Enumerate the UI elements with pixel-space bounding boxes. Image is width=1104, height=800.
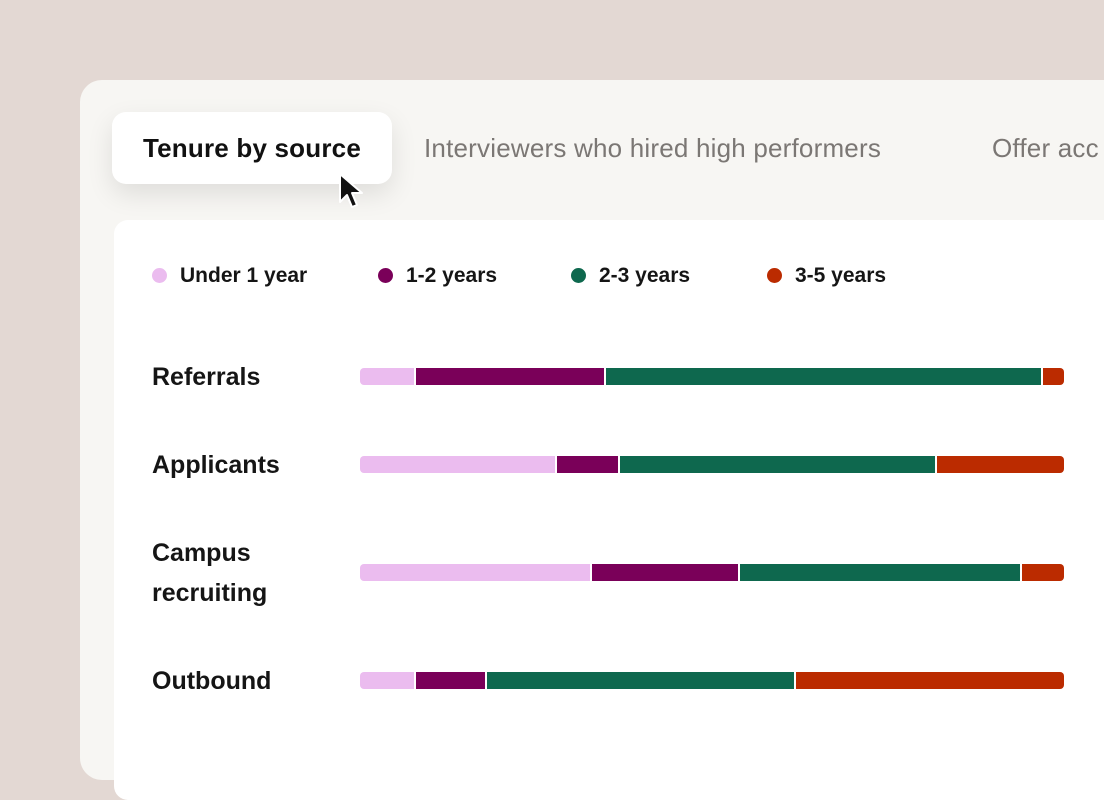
legend-item-3-5-years: 3-5 years: [767, 260, 886, 292]
bar-segment-outbound-under-1-year: [360, 672, 417, 689]
legend-label-1-2-years: 1-2 years: [406, 264, 498, 287]
legend-label-3-5-years: 3-5 years: [795, 264, 887, 287]
bar-segment-outbound-2-3-years: [486, 672, 797, 689]
bar-segment-campus-recruiting-3-5-years: [1021, 564, 1064, 581]
legend-swatch-under-1-year: [152, 268, 167, 283]
bar-segment-applicants-under-1-year: [360, 456, 558, 473]
bar-applicants: [360, 456, 1064, 473]
chart-panel: Under 1 year 1-2 years 2-3 years 3-5 yea…: [114, 220, 1104, 800]
legend-item-1-2-years: 1-2 years: [378, 260, 497, 292]
category-label-campus-recruiting: Campus recruiting: [152, 539, 268, 607]
bar-segment-applicants-3-5-years: [937, 456, 1064, 473]
legend-label-2-3-years: 2-3 years: [599, 264, 691, 287]
legend-swatch-3-5-years: [767, 268, 782, 283]
tab-tenure-by-source[interactable]: Tenure by source: [112, 112, 392, 184]
bar-segment-outbound-1-2-years: [416, 672, 487, 689]
bar-segment-campus-recruiting-1-2-years: [592, 564, 741, 581]
legend-label-under-1-year: Under 1 year: [180, 264, 308, 287]
bar-segment-outbound-3-5-years: [796, 672, 1064, 689]
bar-outbound: [360, 672, 1064, 689]
bar-segment-referrals-3-5-years: [1042, 368, 1064, 385]
legend-item-2-3-years: 2-3 years: [571, 260, 690, 292]
bar-segment-campus-recruiting-under-1-year: [360, 564, 593, 581]
category-label-applicants: Applicants: [152, 451, 280, 479]
tab-offer-acceptance[interactable]: Offer acc: [992, 133, 1099, 163]
bar-segment-referrals-2-3-years: [606, 368, 1043, 385]
bar-segment-referrals-1-2-years: [416, 368, 607, 385]
bar-segment-campus-recruiting-2-3-years: [740, 564, 1022, 581]
legend-swatch-2-3-years: [571, 268, 586, 283]
bar-referrals: [360, 368, 1064, 385]
bar-campus-recruiting: [360, 564, 1064, 581]
bar-segment-applicants-1-2-years: [557, 456, 621, 473]
app-window: Tenure by source Interviewers who hired …: [80, 80, 1104, 800]
bar-segment-referrals-under-1-year: [360, 368, 417, 385]
legend-swatch-1-2-years: [378, 268, 393, 283]
legend-item-under-1-year: Under 1 year: [152, 260, 307, 292]
bar-segment-applicants-2-3-years: [620, 456, 938, 473]
mouse-cursor-icon: [339, 173, 363, 208]
tab-interviewers-high-performers[interactable]: Interviewers who hired high performers: [424, 133, 882, 163]
category-label-outbound: Outbound: [152, 667, 272, 695]
category-label-referrals: Referrals: [152, 363, 261, 391]
